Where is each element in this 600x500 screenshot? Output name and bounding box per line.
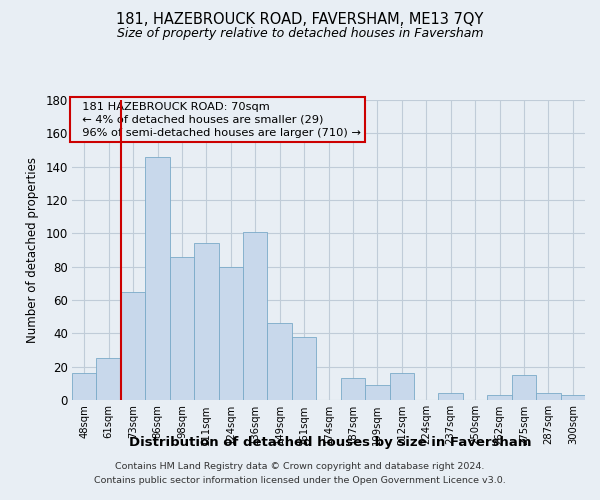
Bar — [145, 156, 170, 400]
Bar — [243, 232, 268, 400]
Bar — [292, 336, 316, 400]
Bar — [560, 395, 585, 400]
Bar — [97, 358, 121, 400]
Bar — [487, 395, 512, 400]
Text: 181 HAZEBROUCK ROAD: 70sqm
  ← 4% of detached houses are smaller (29)
  96% of s: 181 HAZEBROUCK ROAD: 70sqm ← 4% of detac… — [74, 102, 361, 138]
Y-axis label: Number of detached properties: Number of detached properties — [26, 157, 38, 343]
Bar — [121, 292, 145, 400]
Text: Size of property relative to detached houses in Faversham: Size of property relative to detached ho… — [117, 28, 483, 40]
Bar — [268, 324, 292, 400]
Bar — [512, 375, 536, 400]
Bar — [389, 374, 414, 400]
Text: Contains public sector information licensed under the Open Government Licence v3: Contains public sector information licen… — [94, 476, 506, 485]
Bar — [170, 256, 194, 400]
Text: 181, HAZEBROUCK ROAD, FAVERSHAM, ME13 7QY: 181, HAZEBROUCK ROAD, FAVERSHAM, ME13 7Q… — [116, 12, 484, 28]
Bar — [218, 266, 243, 400]
Bar — [194, 244, 218, 400]
Text: Contains HM Land Registry data © Crown copyright and database right 2024.: Contains HM Land Registry data © Crown c… — [115, 462, 485, 471]
Bar — [72, 374, 97, 400]
Text: Distribution of detached houses by size in Faversham: Distribution of detached houses by size … — [129, 436, 531, 449]
Bar — [439, 394, 463, 400]
Bar — [365, 385, 389, 400]
Bar — [341, 378, 365, 400]
Bar — [536, 394, 560, 400]
